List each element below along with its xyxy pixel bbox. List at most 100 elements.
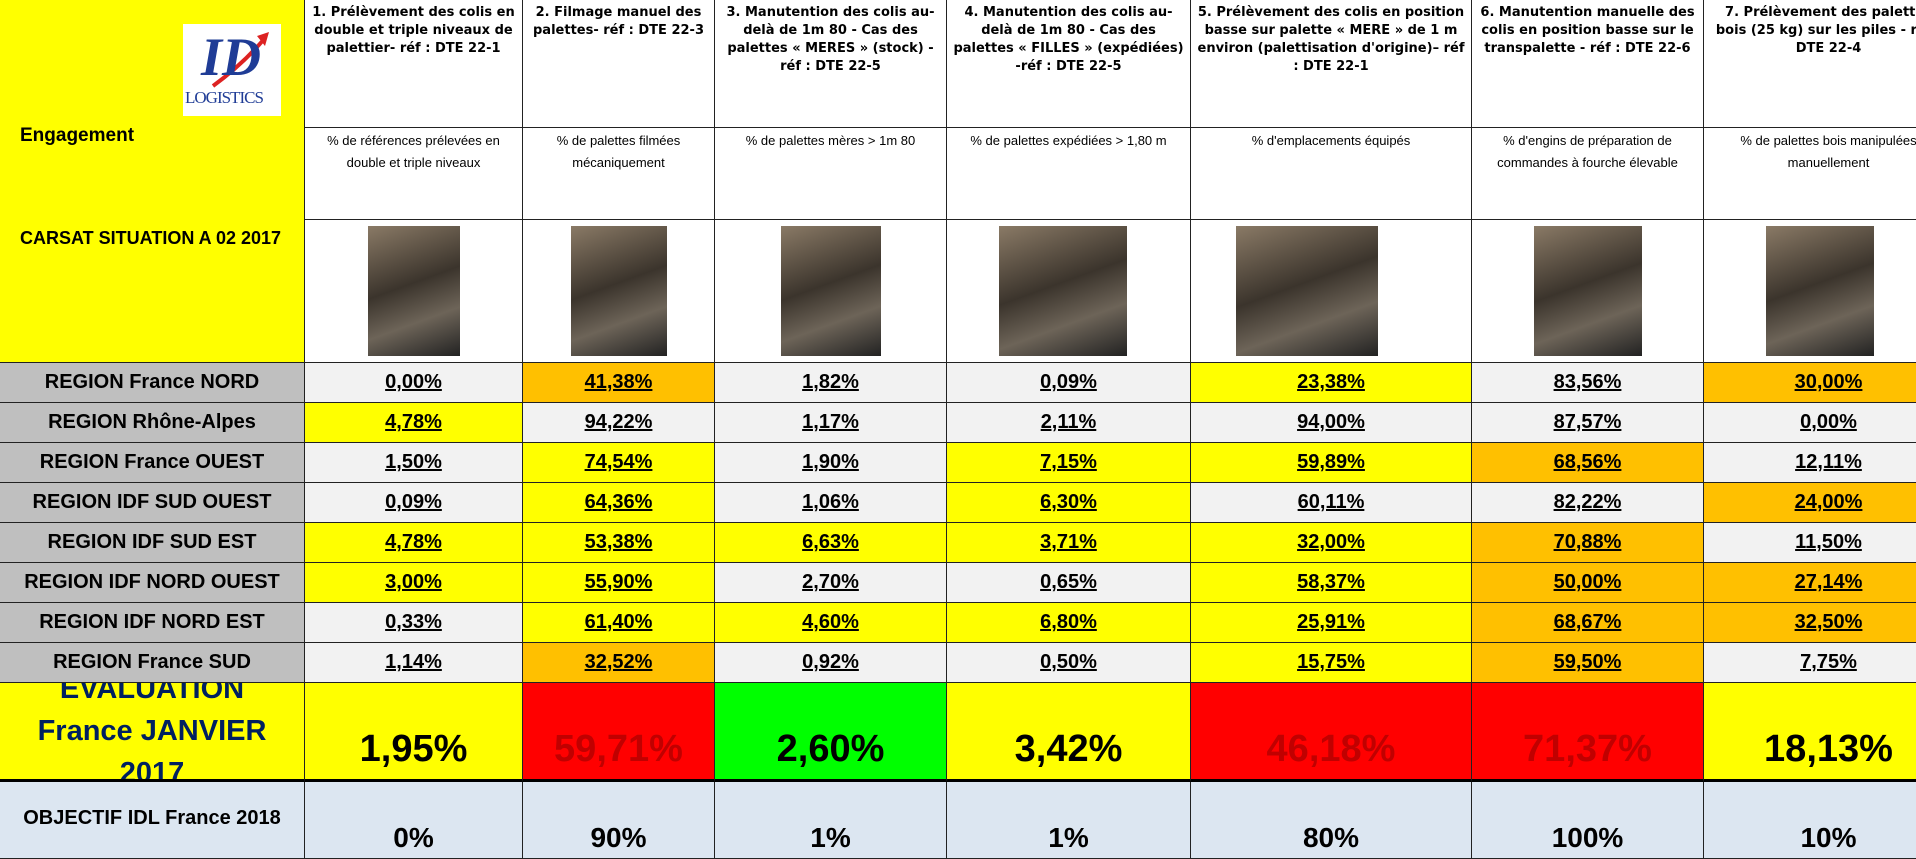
logo-mark: ID	[201, 26, 261, 88]
evaluation-label: EVALUATION France JANVIER 2017	[0, 683, 305, 782]
photo	[1766, 226, 1874, 356]
value-cell: 0,09%	[305, 483, 523, 523]
column-measure: % de références prélevées en double et t…	[305, 128, 523, 220]
region-label: REGION France NORD	[0, 363, 305, 403]
value-cell: 70,88%	[1472, 523, 1704, 563]
value-cell: 32,50%	[1704, 603, 1916, 643]
value-cell: 0,50%	[947, 643, 1191, 683]
objective-value: 100%	[1472, 782, 1704, 859]
value-cell: 55,90%	[523, 563, 715, 603]
evaluation-value: 18,13%	[1704, 683, 1916, 782]
value-cell: 4,78%	[305, 523, 523, 563]
objective-value: 90%	[523, 782, 715, 859]
value-cell: 4,60%	[715, 603, 947, 643]
region-label: REGION France OUEST	[0, 443, 305, 483]
photo	[781, 226, 881, 356]
region-label: REGION France SUD	[0, 643, 305, 683]
evaluation-value: 59,71%	[523, 683, 715, 782]
column-title: 4. Manutention des colis au-delà de 1m 8…	[947, 0, 1191, 128]
value-cell: 53,38%	[523, 523, 715, 563]
evaluation-value: 1,95%	[305, 683, 523, 782]
value-cell: 1,14%	[305, 643, 523, 683]
region-label: REGION IDF SUD EST	[0, 523, 305, 563]
value-cell: 41,38%	[523, 363, 715, 403]
value-cell: 1,82%	[715, 363, 947, 403]
value-cell: 74,54%	[523, 443, 715, 483]
value-cell: 6,30%	[947, 483, 1191, 523]
value-cell: 61,40%	[523, 603, 715, 643]
value-cell: 68,67%	[1472, 603, 1704, 643]
value-cell: 30,00%	[1704, 363, 1916, 403]
value-cell: 59,50%	[1472, 643, 1704, 683]
value-cell: 0,00%	[1704, 403, 1916, 443]
value-cell: 82,22%	[1472, 483, 1704, 523]
column-title: 7. Prélèvement des palettes bois (25 kg)…	[1704, 0, 1916, 128]
photo	[999, 226, 1127, 356]
objective-label: OBJECTIF IDL France 2018	[0, 782, 305, 859]
photo	[571, 226, 667, 356]
value-cell: 3,00%	[305, 563, 523, 603]
value-cell: 50,00%	[1472, 563, 1704, 603]
value-cell: 32,00%	[1191, 523, 1472, 563]
photo	[1534, 226, 1642, 356]
value-cell: 7,75%	[1704, 643, 1916, 683]
objective-value: 0%	[305, 782, 523, 859]
column-title: 5. Prélèvement des colis en position bas…	[1191, 0, 1472, 128]
value-cell: 94,22%	[523, 403, 715, 443]
evaluation-value: 71,37%	[1472, 683, 1704, 782]
column-measure: % d'emplacements équipés	[1191, 128, 1472, 220]
value-cell: 0,09%	[947, 363, 1191, 403]
value-cell: 1,17%	[715, 403, 947, 443]
column-measure: % de palettes expédiées > 1,80 m	[947, 128, 1191, 220]
column-measure: % d'engins de préparation de commandes à…	[1472, 128, 1704, 220]
logo-text: LOGISTICS	[185, 88, 263, 108]
value-cell: 1,50%	[305, 443, 523, 483]
situation-label: CARSAT SITUATION A 02 2017	[20, 228, 281, 249]
evaluation-value: 3,42%	[947, 683, 1191, 782]
column-measure: % de palettes bois manipulées manuelleme…	[1704, 128, 1916, 220]
value-cell: 4,78%	[305, 403, 523, 443]
value-cell: 1,06%	[715, 483, 947, 523]
column-title: 6. Manutention manuelle des colis en pos…	[1472, 0, 1704, 128]
engagement-label: Engagement	[20, 125, 134, 147]
value-cell: 23,38%	[1191, 363, 1472, 403]
region-label: REGION Rhône-Alpes	[0, 403, 305, 443]
column-title: 3. Manutention des colis au-delà de 1m 8…	[715, 0, 947, 128]
value-cell: 2,11%	[947, 403, 1191, 443]
value-cell: 68,56%	[1472, 443, 1704, 483]
value-cell: 2,70%	[715, 563, 947, 603]
value-cell: 6,80%	[947, 603, 1191, 643]
value-cell: 87,57%	[1472, 403, 1704, 443]
value-cell: 64,36%	[523, 483, 715, 523]
evaluation-value: 46,18%	[1191, 683, 1472, 782]
value-cell: 32,52%	[523, 643, 715, 683]
value-cell: 25,91%	[1191, 603, 1472, 643]
value-cell: 0,92%	[715, 643, 947, 683]
value-cell: 60,11%	[1191, 483, 1472, 523]
value-cell: 24,00%	[1704, 483, 1916, 523]
value-cell: 15,75%	[1191, 643, 1472, 683]
region-label: REGION IDF NORD OUEST	[0, 563, 305, 603]
logo: ID LOGISTICS	[183, 24, 281, 116]
objective-value: 80%	[1191, 782, 1472, 859]
value-cell: 0,33%	[305, 603, 523, 643]
region-label: REGION IDF SUD OUEST	[0, 483, 305, 523]
evaluation-value: 2,60%	[715, 683, 947, 782]
value-cell: 94,00%	[1191, 403, 1472, 443]
value-cell: 6,63%	[715, 523, 947, 563]
value-cell: 7,15%	[947, 443, 1191, 483]
photo	[368, 226, 460, 356]
value-cell: 27,14%	[1704, 563, 1916, 603]
column-title: 2. Filmage manuel des palettes- réf : DT…	[523, 0, 715, 128]
photo	[1236, 226, 1378, 356]
value-cell: 83,56%	[1472, 363, 1704, 403]
spreadsheet: Engagement CARSAT SITUATION A 02 2017 ID…	[0, 0, 1916, 859]
objective-value: 1%	[947, 782, 1191, 859]
value-cell: 12,11%	[1704, 443, 1916, 483]
value-cell: 3,71%	[947, 523, 1191, 563]
column-title: 1. Prélèvement des colis en double et tr…	[305, 0, 523, 128]
value-cell: 0,00%	[305, 363, 523, 403]
value-cell: 58,37%	[1191, 563, 1472, 603]
value-cell: 59,89%	[1191, 443, 1472, 483]
objective-value: 10%	[1704, 782, 1916, 859]
